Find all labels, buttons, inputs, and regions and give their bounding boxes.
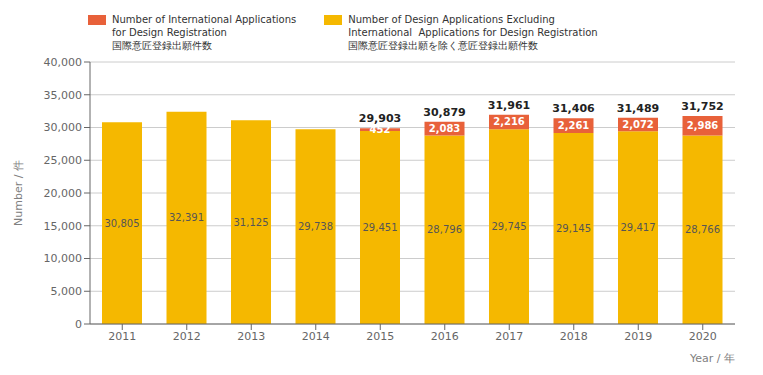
- html-text:Number of Design Applications: Number of Design Applications Excluding …: [348, 14, 598, 51]
- svg-text:2,216: 2,216: [493, 116, 525, 127]
- svg-text:25,000: 25,000: [44, 154, 83, 167]
- svg-text:29,903: 29,903: [359, 112, 401, 125]
- svg-text:30,000: 30,000: [44, 121, 83, 134]
- svg-text:2018: 2018: [560, 330, 588, 343]
- svg-text:452: 452: [370, 124, 391, 135]
- svg-text:29,417: 29,417: [621, 222, 656, 233]
- svg-text:2020: 2020: [689, 330, 717, 343]
- svg-text:29,451: 29,451: [363, 222, 398, 233]
- svg-text:2,261: 2,261: [558, 120, 590, 131]
- svg-text:2016: 2016: [431, 330, 459, 343]
- svg-text:32,391: 32,391: [169, 212, 204, 223]
- svg-text:31,125: 31,125: [234, 217, 269, 228]
- svg-text:29,738: 29,738: [298, 221, 333, 232]
- svg-text:Year / 年: Year / 年: [689, 352, 735, 365]
- svg-text:29,745: 29,745: [492, 221, 527, 232]
- svg-text:2019: 2019: [624, 330, 652, 343]
- svg-text:30,879: 30,879: [423, 106, 465, 119]
- svg-text:28,796: 28,796: [427, 224, 462, 235]
- svg-text:15,000: 15,000: [44, 220, 83, 233]
- svg-text:2013: 2013: [237, 330, 265, 343]
- svg-text:5,000: 5,000: [51, 285, 83, 298]
- svg-text:2,072: 2,072: [622, 119, 654, 130]
- svg-text:31,406: 31,406: [552, 102, 595, 115]
- svg-text:35,000: 35,000: [44, 89, 83, 102]
- html-text:Number of International Applic: Number of International Applications for…: [112, 14, 297, 51]
- svg-text:28,766: 28,766: [685, 224, 720, 235]
- svg-text:29,145: 29,145: [556, 223, 591, 234]
- svg-text:2,986: 2,986: [687, 120, 719, 131]
- svg-text:2017: 2017: [495, 330, 523, 343]
- svg-text:30,805: 30,805: [105, 218, 140, 229]
- svg-text:2,083: 2,083: [429, 123, 461, 134]
- svg-text:20,000: 20,000: [44, 187, 83, 200]
- svg-text:Number / 件: Number / 件: [12, 160, 25, 226]
- svg-text:2012: 2012: [173, 330, 201, 343]
- svg-text:2015: 2015: [366, 330, 394, 343]
- svg-text:0: 0: [75, 318, 82, 331]
- svg-text:2011: 2011: [108, 330, 136, 343]
- svg-text:31,961: 31,961: [488, 99, 530, 112]
- svg-text:10,000: 10,000: [44, 252, 83, 265]
- svg-text:31,489: 31,489: [617, 102, 659, 115]
- svg-text:2014: 2014: [302, 330, 330, 343]
- svg-text:40,000: 40,000: [44, 56, 83, 69]
- svg-text:31,752: 31,752: [681, 100, 723, 113]
